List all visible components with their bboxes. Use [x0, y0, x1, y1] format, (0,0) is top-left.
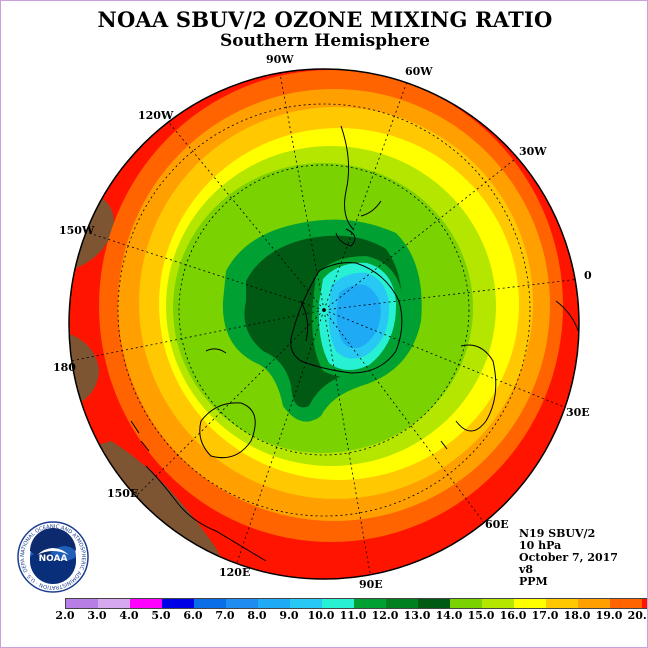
colorbar-swatch — [514, 599, 546, 608]
logo-text: NOAA — [39, 554, 68, 564]
contour-8 — [336, 284, 381, 348]
colorbar — [65, 598, 647, 609]
colorbar-swatch — [290, 599, 322, 608]
info-version: v8 — [519, 563, 534, 576]
colorbar-tick-label: 10.0 — [307, 609, 335, 622]
colorbar-tick-label: 15.0 — [467, 609, 495, 622]
colorbar-tick-label: 20.0 — [627, 609, 647, 622]
map-boundary — [68, 68, 580, 580]
colorbar-swatch — [386, 599, 418, 608]
lon-label-90w: 90W — [266, 53, 294, 66]
colorbar-swatch — [130, 599, 162, 608]
lon-label-150w: 150W — [59, 224, 95, 237]
map-subtitle: Southern Hemisphere — [220, 31, 430, 51]
colorbar-tick-label: 6.0 — [183, 609, 203, 622]
info-satellite: N19 SBUV/2 — [519, 527, 596, 540]
colorbar-swatch — [450, 599, 482, 608]
lon-label-30e: 30E — [566, 406, 590, 419]
colorbar-tick-label: 4.0 — [119, 609, 139, 622]
colorbar-tick-label: 8.0 — [247, 609, 267, 622]
colorbar-tick-label: 12.0 — [371, 609, 399, 622]
noaa-logo: NATIONAL OCEANIC AND ATMOSPHERIC ADMINIS… — [17, 521, 89, 593]
colorbar-tick-label: 16.0 — [499, 609, 527, 622]
colorbar-tick-label: 9.0 — [279, 609, 299, 622]
lon-label-120w: 120W — [138, 109, 174, 122]
colorbar-swatch — [642, 599, 647, 608]
colorbar-swatch — [578, 599, 610, 608]
colorbar-swatch — [258, 599, 290, 608]
colorbar-tick-label: 11.0 — [339, 609, 367, 622]
colorbar-swatch — [66, 599, 98, 608]
colorbar-tick-label: 2.0 — [55, 609, 75, 622]
lon-label-60w: 60W — [405, 65, 433, 78]
coast-antarctica — [290, 262, 403, 374]
colorbar-swatch — [194, 599, 226, 608]
colorbar-swatch — [482, 599, 514, 608]
colorbar-tick-label: 14.0 — [435, 609, 463, 622]
info-date: October 7, 2017 — [519, 551, 618, 564]
coastlines — [130, 125, 579, 562]
colorbar-tick-label: 3.0 — [87, 609, 107, 622]
colorbar-tick-label: 18.0 — [563, 609, 591, 622]
colorbar-swatch — [226, 599, 258, 608]
colorbar-swatch — [354, 599, 386, 608]
colorbar-swatch — [162, 599, 194, 608]
lon-label-0: 0 — [584, 269, 592, 282]
colorbar-tick-label: 7.0 — [215, 609, 235, 622]
lon-label-150e: 150E — [107, 487, 139, 500]
info-units: PPM — [519, 575, 548, 588]
colorbar-tick-label: 17.0 — [531, 609, 559, 622]
coast-south-america — [340, 125, 354, 230]
lon-label-120e: 120E — [219, 566, 251, 579]
coast-australia — [199, 402, 256, 459]
graticule — [70, 69, 579, 579]
lon-label-30w: 30W — [519, 145, 547, 158]
colorbar-swatch — [418, 599, 450, 608]
ozone-contours — [69, 69, 579, 579]
colorbar-swatch — [98, 599, 130, 608]
coast-africa — [455, 344, 497, 432]
map-title: NOAA SBUV/2 OZONE MIXING RATIO — [97, 7, 553, 32]
data-info-block: N19 SBUV/2 10 hPa October 7, 2017 v8 PPM — [519, 528, 618, 588]
colorbar-tick-label: 19.0 — [595, 609, 623, 622]
lon-label-90e: 90E — [359, 578, 383, 591]
colorbar-swatch — [546, 599, 578, 608]
colorbar-swatch — [322, 599, 354, 608]
colorbar-tick-label: 5.0 — [151, 609, 171, 622]
colorbar-swatch — [610, 599, 642, 608]
lon-label-180: 180 — [53, 361, 76, 374]
lon-label-60e: 60E — [485, 518, 509, 531]
info-level: 10 hPa — [519, 539, 562, 552]
colorbar-tick-label: 13.0 — [403, 609, 431, 622]
